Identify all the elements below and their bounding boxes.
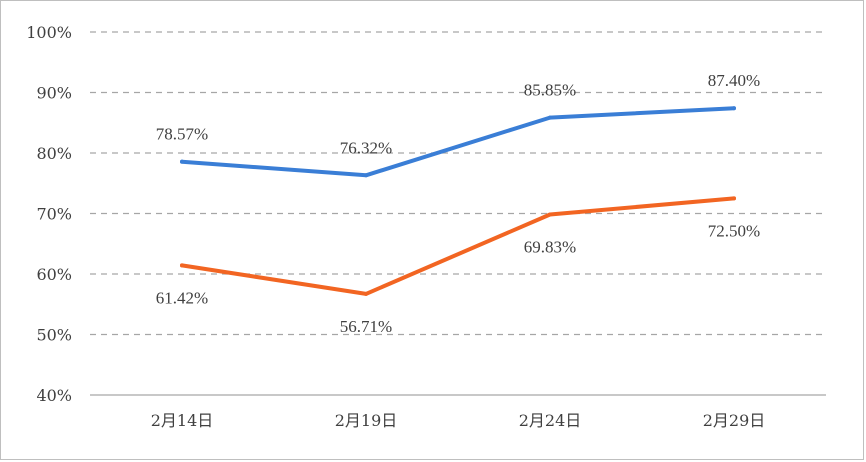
data-point [548, 212, 552, 217]
x-tick-label: 2月24日 [519, 411, 582, 430]
y-tick-label: 40% [36, 386, 72, 405]
data-point [364, 173, 368, 178]
data-point [180, 263, 184, 268]
data-label: 87.40% [708, 71, 760, 90]
data-point [732, 106, 736, 111]
x-tick-label: 2月14日 [151, 411, 214, 430]
x-tick-label: 2月19日 [335, 411, 398, 430]
data-point [180, 159, 184, 164]
y-tick-label: 80% [36, 144, 72, 163]
data-label: 72.50% [708, 221, 760, 240]
x-tick-label: 2月29日 [703, 411, 766, 430]
y-tick-label: 50% [36, 326, 72, 345]
data-label: 76.32% [340, 138, 392, 157]
data-point [364, 291, 368, 296]
y-tick-label: 70% [36, 205, 72, 224]
data-label: 78.57% [156, 125, 208, 144]
series-line-1 [180, 106, 736, 178]
data-label: 69.83% [524, 238, 576, 257]
y-tick-label: 100% [26, 23, 72, 42]
data-point [732, 196, 736, 201]
y-tick-label: 90% [36, 84, 72, 103]
data-label: 61.42% [156, 288, 208, 307]
series-line-2 [180, 196, 736, 296]
data-point [548, 115, 552, 120]
data-label: 56.71% [340, 317, 392, 336]
y-tick-label: 60% [36, 265, 72, 284]
data-label: 85.85% [524, 81, 576, 100]
